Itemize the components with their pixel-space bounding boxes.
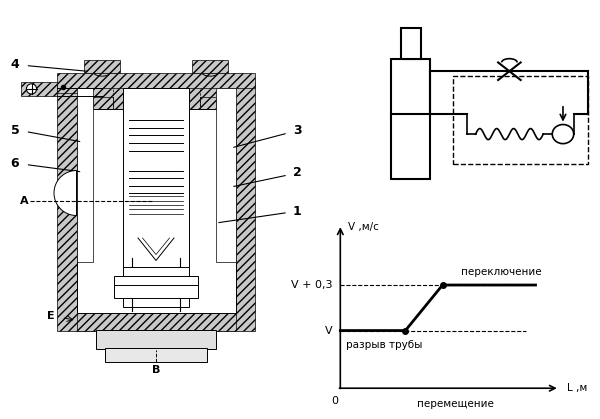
Bar	[114, 285, 198, 298]
Bar	[93, 97, 113, 262]
Text: 5: 5	[11, 124, 19, 137]
Bar	[77, 88, 93, 262]
Text: 2: 2	[293, 166, 301, 178]
Bar	[199, 97, 216, 262]
Bar	[453, 76, 589, 164]
Bar	[123, 88, 189, 307]
Polygon shape	[54, 171, 77, 215]
Bar	[401, 28, 421, 59]
Circle shape	[26, 84, 37, 94]
Text: B: B	[152, 365, 160, 375]
Text: 4: 4	[11, 57, 19, 70]
Bar	[123, 266, 189, 277]
Bar	[57, 82, 255, 331]
Text: V: V	[325, 326, 333, 336]
Text: 3: 3	[293, 124, 301, 137]
Text: V ,м/с: V ,м/с	[348, 222, 379, 233]
Circle shape	[552, 124, 574, 144]
Bar	[84, 59, 120, 73]
Bar	[391, 59, 430, 179]
Bar	[77, 109, 236, 313]
Text: переключение: переключение	[461, 267, 542, 277]
Bar	[114, 276, 198, 286]
Text: перемещение: перемещение	[417, 399, 494, 409]
Bar	[96, 329, 216, 349]
Text: 6: 6	[11, 157, 19, 170]
Text: 0: 0	[331, 396, 338, 406]
Bar	[192, 59, 228, 73]
Text: разрыв трубы: разрыв трубы	[346, 340, 422, 349]
Bar	[57, 73, 255, 88]
Text: L ,м: L ,м	[567, 383, 587, 393]
Text: V + 0,3: V + 0,3	[292, 280, 333, 290]
Bar	[105, 348, 207, 362]
Text: 1: 1	[293, 204, 301, 217]
Text: A: A	[20, 196, 28, 205]
Text: E: E	[47, 311, 55, 321]
Bar	[21, 82, 57, 96]
Bar	[216, 88, 235, 262]
Bar	[77, 311, 236, 331]
